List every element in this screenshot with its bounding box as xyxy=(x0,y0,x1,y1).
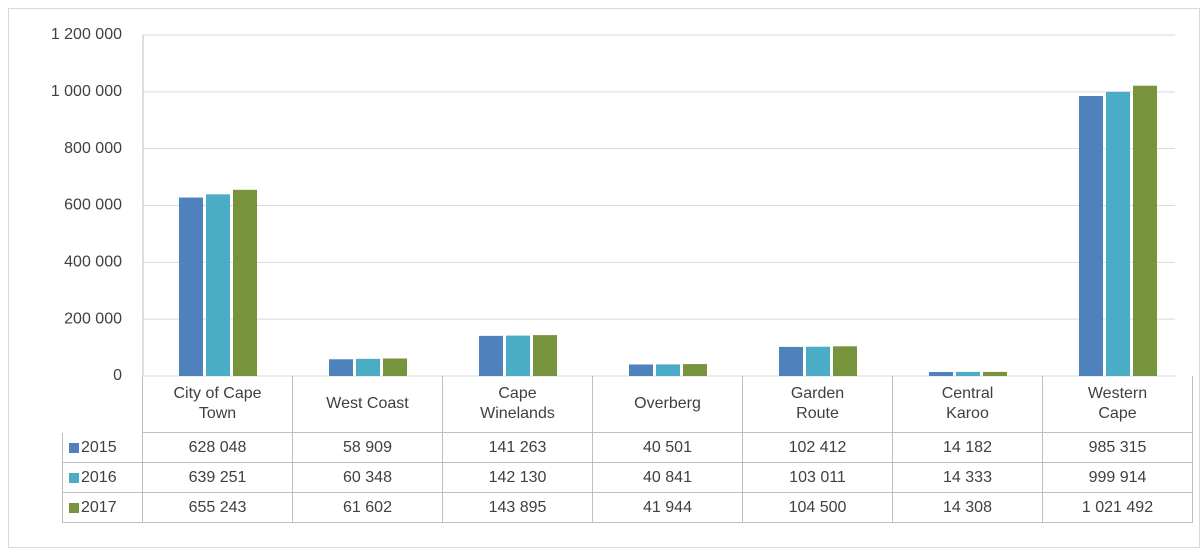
y-tick-label: 600 000 xyxy=(64,197,122,214)
bar xyxy=(779,346,803,376)
table-value: 639 251 xyxy=(143,463,293,493)
table-value: 41 944 xyxy=(593,493,743,523)
bar xyxy=(656,364,680,376)
bar xyxy=(683,364,707,376)
bar xyxy=(506,335,530,376)
table-corner xyxy=(62,376,143,433)
y-tick-label: 400 000 xyxy=(64,254,122,271)
table-value: 40 841 xyxy=(593,463,743,493)
x-tick-label: City of Cape Town xyxy=(143,376,293,433)
bar xyxy=(356,358,380,376)
x-tick-label: Overberg xyxy=(593,376,743,433)
legend-swatch xyxy=(69,472,79,483)
x-tick-label: Western Cape xyxy=(1043,376,1193,433)
bar xyxy=(329,359,353,376)
table-value: 104 500 xyxy=(743,493,893,523)
table-value: 999 914 xyxy=(1043,463,1193,493)
x-tick-label: West Coast xyxy=(293,376,443,433)
bar xyxy=(983,371,1007,376)
table-value: 1 021 492 xyxy=(1043,493,1193,523)
table-value: 14 182 xyxy=(893,433,1043,463)
table-value: 655 243 xyxy=(143,493,293,523)
bar xyxy=(629,364,653,376)
bar xyxy=(806,346,830,376)
bar xyxy=(233,189,257,376)
legend-swatch xyxy=(69,502,79,513)
table-value: 141 263 xyxy=(443,433,593,463)
table-value: 143 895 xyxy=(443,493,593,523)
y-tick-label: 800 000 xyxy=(64,140,122,157)
table-value: 14 333 xyxy=(893,463,1043,493)
x-tick-label: Central Karoo xyxy=(893,376,1043,433)
legend-label: 2017 xyxy=(81,498,117,516)
table-value: 142 130 xyxy=(443,463,593,493)
y-tick-label: 1 200 000 xyxy=(51,26,122,43)
legend-label: 2015 xyxy=(81,438,117,456)
bar xyxy=(833,346,857,376)
bar xyxy=(956,371,980,376)
legend-entry: 2016 xyxy=(62,463,143,493)
data-table: City of Cape Town West Coast Cape Wineland… xyxy=(62,376,1193,523)
bar xyxy=(533,335,557,376)
legend-entry: 2015 xyxy=(62,433,143,463)
y-tick-label: 0 xyxy=(113,367,122,384)
chart-border xyxy=(8,8,1200,548)
bar xyxy=(929,371,953,376)
legend-label: 2016 xyxy=(81,468,117,486)
bar xyxy=(479,335,503,376)
x-tick-label: Cape Winelands xyxy=(443,376,593,433)
table-value: 14 308 xyxy=(893,493,1043,523)
table-value: 103 011 xyxy=(743,463,893,493)
y-tick-label: 200 000 xyxy=(64,310,122,327)
bar xyxy=(206,194,230,376)
bar xyxy=(383,358,407,376)
bar xyxy=(1106,91,1130,376)
table-value: 40 501 xyxy=(593,433,743,463)
y-tick-label: 1 000 000 xyxy=(51,83,122,100)
x-tick-label: Garden Route xyxy=(743,376,893,433)
bar xyxy=(1133,85,1157,377)
bar xyxy=(1079,96,1103,376)
table-value: 61 602 xyxy=(293,493,443,523)
table-value: 985 315 xyxy=(1043,433,1193,463)
table-value: 60 348 xyxy=(293,463,443,493)
legend-swatch xyxy=(69,442,79,453)
table-value: 628 048 xyxy=(143,433,293,463)
legend-entry: 2017 xyxy=(62,493,143,523)
bar xyxy=(179,197,203,376)
table-value: 102 412 xyxy=(743,433,893,463)
table-value: 58 909 xyxy=(293,433,443,463)
